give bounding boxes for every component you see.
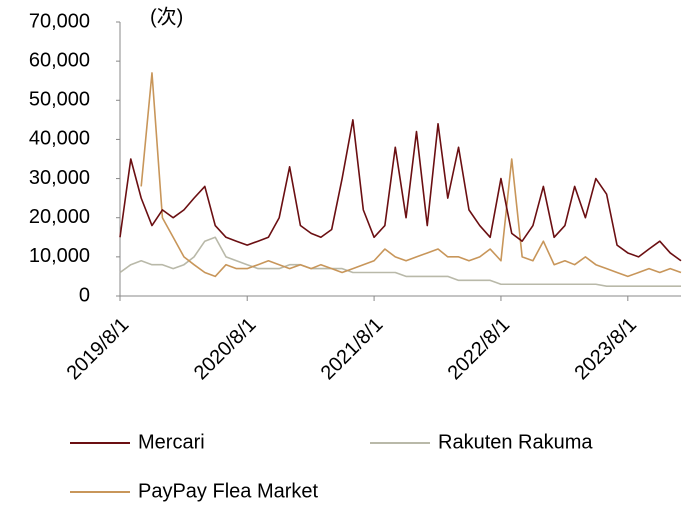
y-tick-label: 50,000: [29, 89, 90, 111]
legend-label: Rakuten Rakuma: [438, 431, 593, 453]
x-tick-label: 2020/8/1: [190, 314, 261, 385]
x-tick-label: 2019/8/1: [63, 314, 134, 385]
y-tick-label: 60,000: [29, 49, 90, 71]
series-line: [119, 119, 682, 262]
x-tick-label: 2023/8/1: [570, 314, 641, 385]
y-unit: (次): [150, 5, 183, 28]
y-tick-label: 20,000: [29, 206, 90, 228]
x-tick-label: 2021/8/1: [317, 314, 388, 385]
y-tick-label: 10,000: [29, 245, 90, 267]
x-tick-label: 2022/8/1: [444, 314, 515, 385]
y-tick-label: 70,000: [29, 10, 90, 32]
legend-label: Mercari: [138, 431, 205, 453]
series-line: [140, 72, 682, 278]
series-line: [119, 236, 681, 288]
y-tick-label: 40,000: [29, 128, 90, 150]
legend-label: PayPay Flea Market: [138, 480, 319, 502]
y-tick-label: 0: [79, 284, 90, 306]
y-tick-label: 30,000: [29, 167, 90, 189]
